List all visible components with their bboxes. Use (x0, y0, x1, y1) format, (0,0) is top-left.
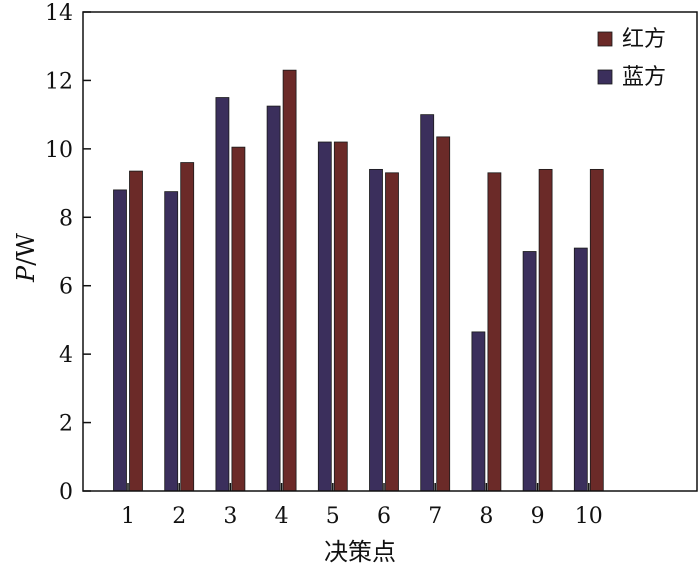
x-tick-label: 10 (575, 504, 603, 529)
red-bar (385, 172, 399, 492)
blue-bar (471, 331, 486, 492)
y-tick-label: 12 (45, 69, 73, 94)
red-bar (436, 136, 451, 492)
y-tick-label: 2 (59, 412, 73, 437)
legend-swatch (597, 69, 613, 85)
blue-bar (266, 105, 281, 492)
blue-bar (317, 141, 332, 492)
red-bar (538, 168, 553, 492)
red-bar (231, 146, 246, 492)
red-bar (487, 172, 502, 492)
blue-bar (369, 168, 383, 492)
y-tick-label: 4 (59, 343, 73, 368)
x-axis: 1 2 3 4 5 6 7 8 9 10 (121, 504, 603, 529)
x-tick-label: 9 (531, 504, 545, 529)
y-tick-label: 0 (59, 480, 73, 505)
plot-frame (82, 11, 698, 492)
blue-bar (215, 97, 230, 492)
red-bar (333, 141, 348, 492)
blue-bar (522, 251, 537, 492)
blue-bar (573, 247, 588, 492)
x-tick-label: 3 (223, 504, 237, 529)
y-tick-label: 6 (59, 275, 73, 300)
x-tick-label: 2 (172, 504, 186, 529)
x-tick-label: 5 (326, 504, 340, 529)
x-tick-label: 1 (121, 504, 135, 529)
y-axis: 0 2 4 6 8 10 12 14 (45, 1, 91, 505)
x-tick-label: 6 (377, 504, 391, 529)
x-tick-label: 7 (428, 504, 442, 529)
blue-bar (420, 114, 435, 492)
legend-label: 蓝方 (622, 65, 666, 90)
x-tick-label: 8 (479, 504, 493, 529)
x-tick-label: 4 (275, 504, 289, 529)
red-bar (129, 170, 143, 492)
red-bar (180, 162, 195, 492)
y-axis-title-unit: /W (12, 233, 40, 266)
blue-bar (113, 189, 127, 492)
blue-bar (164, 191, 179, 492)
x-axis-title: 决策点 (324, 538, 396, 566)
y-tick-label: 8 (59, 206, 73, 231)
y-tick-label: 14 (45, 1, 73, 26)
red-bar (589, 168, 604, 492)
y-axis-title-symbol: P (12, 265, 40, 283)
legend-swatch (597, 31, 613, 47)
plot-area (113, 69, 604, 492)
y-axis-title: P/W (12, 233, 40, 283)
y-tick-label: 10 (45, 138, 73, 163)
red-bar (282, 69, 297, 492)
legend-label: 红方 (622, 27, 666, 52)
